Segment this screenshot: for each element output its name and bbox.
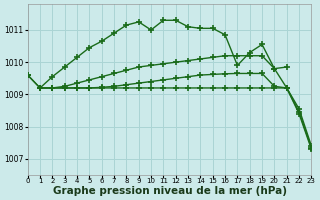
- X-axis label: Graphe pression niveau de la mer (hPa): Graphe pression niveau de la mer (hPa): [52, 186, 286, 196]
